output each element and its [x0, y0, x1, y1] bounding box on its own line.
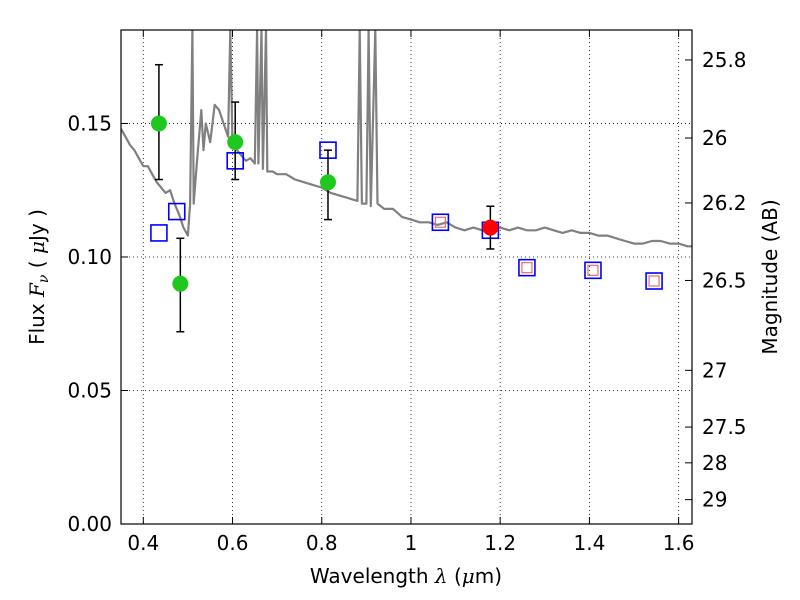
x-tick-label: 1.2 — [484, 531, 516, 555]
x-tick-label: 1.6 — [663, 531, 695, 555]
y-tick-label: 0.05 — [67, 378, 112, 402]
model-flux-square — [584, 261, 602, 280]
right-tick-label: 28 — [702, 451, 727, 475]
y-tick-label: 0.00 — [67, 512, 112, 536]
x-tick-label: 0.6 — [217, 531, 249, 555]
observed-flux-point — [172, 275, 189, 292]
model-flux-inner-square — [434, 216, 447, 228]
observed-flux-point — [319, 174, 336, 191]
right-tick-label: 26 — [702, 126, 727, 150]
right-tick-label: 25.8 — [702, 48, 747, 72]
highlighted-flux-point — [482, 219, 499, 236]
x-tick-label: 1 — [405, 531, 418, 555]
plot-area — [121, 30, 692, 333]
y-tick-label: 0.15 — [67, 111, 112, 135]
y-axis-label: Flux Fν ( μJy ) — [25, 209, 52, 345]
x-tick-label: 0.8 — [306, 531, 338, 555]
plot-frame — [120, 29, 693, 525]
observed-flux-point — [227, 134, 244, 151]
x-tick-label: 0.4 — [127, 531, 159, 555]
sed-model-line — [121, 30, 692, 248]
grid — [121, 30, 692, 524]
ticks: 0.4 0.6 0.8 1 1.2 1.4 1.6 0.00 0.05 0.10 0.15 25.8 2… — [67, 30, 747, 555]
y-tick-label: 0.10 — [67, 245, 112, 269]
observed-flux-point — [150, 115, 167, 132]
model-flux-square — [431, 213, 450, 232]
model-flux-square — [150, 224, 168, 242]
x-axis-label: Wavelength λ (μm) — [310, 564, 502, 588]
right-tick-label: 26.2 — [702, 191, 747, 215]
right-tick-label: 29 — [702, 488, 727, 512]
model-flux-inner-square — [648, 275, 660, 287]
model-flux-inner-square — [587, 264, 599, 276]
right-tick-label: 26.5 — [702, 268, 747, 292]
right-tick-label: 27.5 — [702, 415, 747, 439]
model-flux-square — [645, 272, 663, 290]
model-flux-square — [167, 202, 186, 221]
model-flux-inner-square — [521, 262, 533, 274]
model-flux-square — [518, 258, 536, 277]
right-tick-label: 27 — [702, 358, 727, 382]
x-tick-label: 1.4 — [573, 531, 605, 555]
right-axis-label: Magnitude (AB) — [758, 199, 782, 354]
